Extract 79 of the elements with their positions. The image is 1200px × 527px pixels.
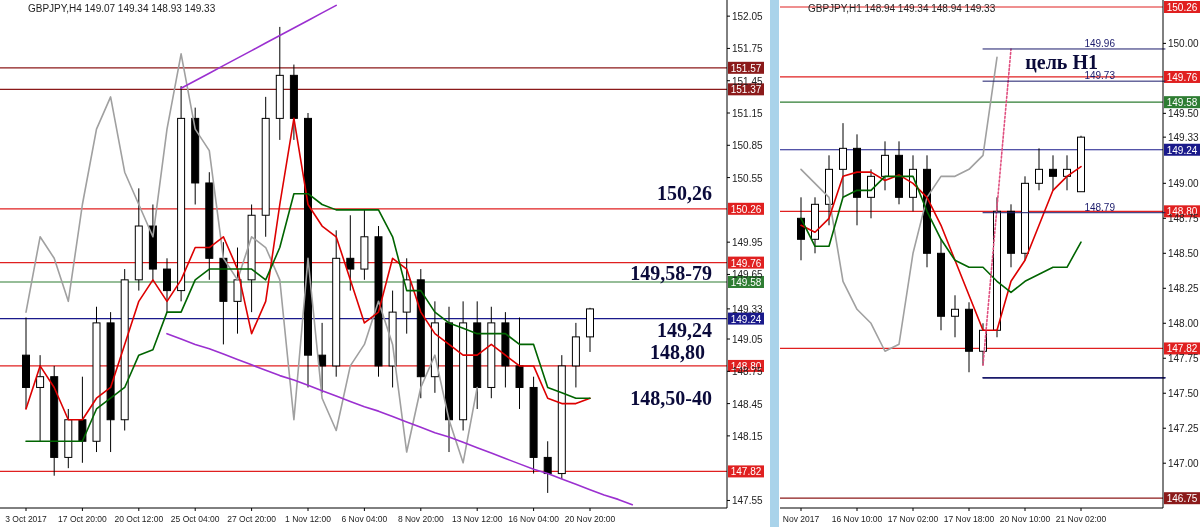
x-tick-label: 20 Nov 20:00 bbox=[564, 514, 616, 524]
annotation: 149,58-79 bbox=[630, 262, 712, 284]
ref-line-label: 150.26 bbox=[1166, 2, 1198, 13]
y-tick-label: 148.00 bbox=[1168, 318, 1200, 330]
x-tick-label: 16 Nov 10:00 bbox=[831, 514, 883, 524]
y-tick-label: 148.25 bbox=[1168, 283, 1200, 295]
series-label: 148.79 bbox=[1084, 201, 1116, 213]
y-tick-label: 148.45 bbox=[732, 398, 764, 410]
line-series bbox=[166, 332, 634, 506]
annotation: 148,80 bbox=[650, 341, 705, 363]
candlestick bbox=[881, 140, 889, 191]
ref-line-label: 149.76 bbox=[730, 257, 762, 269]
candlestick bbox=[78, 376, 87, 464]
y-tick-label: 147.00 bbox=[1168, 458, 1200, 470]
x-tick-label: 8 Nov 20:00 bbox=[397, 514, 444, 524]
ref-line-label: 146.75 bbox=[1166, 493, 1198, 505]
ref-line-label: 151.37 bbox=[730, 84, 762, 96]
y-tick-label: 147.75 bbox=[1168, 353, 1200, 365]
y-tick-label: 150.85 bbox=[732, 140, 764, 152]
candlestick bbox=[543, 440, 552, 494]
x-tick-label: 20 Nov 10:00 bbox=[999, 514, 1051, 524]
candlestick bbox=[36, 354, 45, 442]
y-tick-label: 149.00 bbox=[1168, 178, 1200, 190]
x-tick-label: 25 Oct 04:00 bbox=[170, 514, 220, 524]
y-tick-label: 149.33 bbox=[732, 303, 764, 315]
candlestick bbox=[839, 122, 847, 198]
series-label: 149.96 bbox=[1084, 37, 1116, 49]
annotation: 149,24 bbox=[657, 319, 712, 341]
x-tick-label: Nov 2017 bbox=[782, 514, 820, 524]
x-tick-label: 17 Nov 18:00 bbox=[943, 514, 995, 524]
annotation: 150,26 bbox=[657, 182, 712, 204]
ref-line-label: 149.76 bbox=[1166, 71, 1198, 83]
candlestick bbox=[346, 214, 355, 292]
candlestick bbox=[797, 196, 805, 261]
x-tick-label: 13 Nov 12:00 bbox=[451, 514, 503, 524]
line-series bbox=[25, 53, 478, 464]
line-series bbox=[800, 56, 998, 353]
x-tick-label: 3 Oct 2017 bbox=[5, 514, 48, 524]
ref-line-label: 147.82 bbox=[1166, 343, 1198, 355]
y-tick-label: 147.50 bbox=[1168, 388, 1200, 400]
x-tick-label: 17 Nov 02:00 bbox=[887, 514, 939, 524]
y-tick-label: 149.05 bbox=[732, 334, 764, 346]
annotation: 148,50-40 bbox=[630, 387, 712, 409]
y-tick-label: 148.15 bbox=[732, 430, 764, 442]
y-tick-label: 152.05 bbox=[732, 11, 764, 23]
ref-line-label: 150.26 bbox=[730, 203, 762, 215]
ref-line-label: 149.24 bbox=[730, 313, 762, 325]
y-tick-label: 151.75 bbox=[732, 43, 764, 55]
y-tick-label: 147.55 bbox=[732, 495, 764, 507]
candlestick bbox=[233, 247, 242, 335]
x-tick-label: 16 Nov 04:00 bbox=[508, 514, 560, 524]
ref-line-label: 151.57 bbox=[730, 62, 762, 74]
x-tick-label: 27 Oct 20:00 bbox=[227, 514, 277, 524]
line-series bbox=[180, 4, 337, 90]
candlestick bbox=[515, 317, 524, 410]
ref-line-label: 149.58 bbox=[1166, 97, 1198, 109]
candlestick bbox=[951, 294, 959, 338]
x-tick-label: 1 Nov 12:00 bbox=[285, 514, 332, 524]
y-tick-label: 149.95 bbox=[732, 237, 764, 249]
x-tick-label: 21 Nov 02:00 bbox=[1055, 514, 1107, 524]
candlestick bbox=[163, 257, 171, 313]
y-tick-label: 149.50 bbox=[1168, 108, 1200, 120]
chart-title: GBPJPY,H4 149.07 149.34 148.93 149.33 bbox=[28, 3, 216, 14]
line-series bbox=[25, 192, 591, 443]
y-tick-label: 147.25 bbox=[1168, 423, 1200, 435]
y-tick-label: 151.15 bbox=[732, 108, 764, 120]
y-tick-label: 150.00 bbox=[1168, 38, 1200, 50]
x-tick-label: 20 Oct 12:00 bbox=[114, 514, 164, 524]
chart-title: GBPJPY,H1 148.94 149.34 148.94 149.33 bbox=[808, 3, 996, 14]
ref-line-label: 147.82 bbox=[730, 466, 762, 478]
y-tick-label: 148.50 bbox=[1168, 248, 1200, 260]
candlestick bbox=[867, 168, 875, 219]
candlestick bbox=[1049, 154, 1057, 191]
x-tick-label: 17 Oct 20:00 bbox=[58, 514, 108, 524]
ref-line-label: 149.24 bbox=[1166, 144, 1198, 156]
candlestick bbox=[1035, 147, 1043, 191]
x-tick-label: 6 Nov 04:00 bbox=[341, 514, 388, 524]
y-tick-label: 149.33 bbox=[1168, 132, 1200, 144]
y-tick-label: 150.55 bbox=[732, 172, 764, 184]
